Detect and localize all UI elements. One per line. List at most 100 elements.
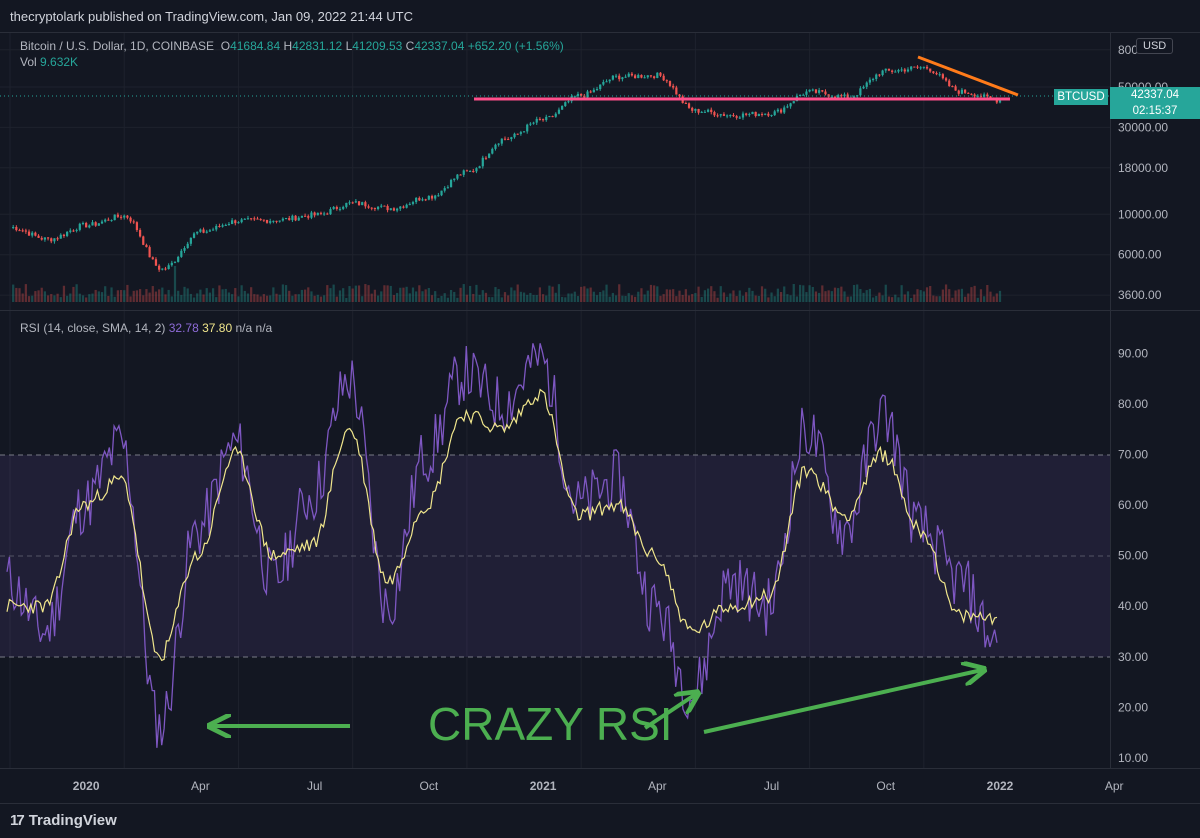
volume-bar: [910, 297, 913, 302]
candle-body: [668, 81, 672, 86]
candle-body: [27, 231, 31, 236]
candle-body: [138, 230, 142, 237]
volume-bar: [361, 296, 364, 302]
candle-body: [126, 215, 129, 218]
candle-body: [687, 103, 691, 108]
volume-bar: [938, 296, 941, 302]
candle-body: [564, 102, 567, 107]
volume-bar: [783, 286, 786, 302]
volume-bar: [979, 289, 983, 302]
candle-body: [66, 231, 69, 236]
candle-body: [932, 71, 935, 74]
candle-body: [691, 107, 694, 111]
candle-body: [167, 265, 170, 270]
candle-body: [881, 70, 884, 76]
volume-bar: [367, 285, 370, 302]
volume-bar: [935, 296, 938, 302]
candle-body: [519, 132, 522, 134]
volume-label[interactable]: Vol: [20, 55, 37, 69]
time-axis-label: 2022: [987, 779, 1014, 793]
candle-body: [46, 237, 50, 239]
volume-bar: [862, 292, 865, 302]
volume-bar: [913, 294, 916, 302]
candle-body: [662, 75, 665, 81]
volume-bar: [989, 291, 992, 302]
tradingview-logo[interactable]: 17 TradingView: [10, 812, 117, 829]
candle-body: [307, 216, 310, 218]
volume-bar: [535, 295, 538, 302]
candle-body: [119, 216, 123, 218]
candle-body: [113, 214, 116, 221]
candle-body: [97, 223, 100, 226]
candle-body: [557, 109, 561, 114]
candle-body: [856, 95, 859, 97]
rsi-tick-label: 60.00: [1118, 498, 1148, 512]
candle-body: [107, 219, 110, 221]
price-axis-ticks: 80000.0050000.0030000.0018000.0010000.00…: [1118, 43, 1168, 302]
volume-bar: [294, 294, 297, 302]
candle-body: [675, 87, 678, 95]
chart-area[interactable]: CRAZY RSI 80000.0050000.0030000.0018000.…: [0, 33, 1200, 803]
volume-bar: [818, 292, 821, 302]
candle-body: [871, 78, 875, 80]
price-tick-label: 10000.00: [1118, 207, 1168, 221]
candle-body: [335, 207, 338, 209]
candle-body: [618, 75, 621, 80]
candle-body: [472, 170, 475, 172]
chart-svg[interactable]: CRAZY RSI 80000.0050000.0030000.0018000.…: [0, 33, 1200, 803]
candle-body: [989, 96, 992, 99]
candle-body: [75, 229, 78, 231]
candle-body: [963, 89, 967, 93]
candle-body: [100, 221, 104, 224]
volume-bar: [50, 294, 53, 302]
candle-body: [443, 188, 446, 191]
volume-bar: [21, 293, 24, 302]
candle-body: [53, 238, 56, 242]
candle-body: [199, 229, 202, 232]
volume-bar: [811, 286, 814, 302]
volume-bar: [554, 292, 557, 302]
candle-body: [745, 113, 748, 115]
volume-bar: [62, 285, 66, 302]
candle-body: [465, 170, 469, 172]
rsi-label[interactable]: RSI (14, close, SMA, 14, 2): [20, 321, 166, 335]
candle-body: [538, 118, 542, 120]
candle-body: [859, 88, 862, 96]
volume-bar: [170, 296, 173, 302]
volume-bar: [453, 291, 456, 302]
candle-body: [189, 237, 192, 244]
volume-bar: [976, 297, 979, 302]
candle-body: [906, 69, 910, 72]
volume-bar: [351, 288, 354, 302]
candle-body: [808, 89, 811, 92]
volume-bar: [46, 295, 50, 302]
volume-bar: [494, 287, 497, 302]
candle-body: [135, 222, 139, 231]
currency-button[interactable]: USD: [1136, 38, 1174, 54]
volume-bar: [484, 292, 488, 302]
rsi-tick-label: 70.00: [1118, 448, 1148, 462]
volume-bar: [250, 287, 253, 302]
rsi-sma-line: [6, 388, 998, 662]
candle-body: [291, 215, 294, 221]
candle-body: [405, 204, 408, 208]
candle-body: [653, 76, 656, 78]
volume-bar: [970, 287, 973, 302]
candle-body: [468, 170, 472, 172]
candle-body: [621, 77, 624, 80]
downtrend-line[interactable]: [917, 55, 1019, 97]
volume-bar: [53, 295, 56, 302]
candle-body: [887, 68, 891, 71]
volume-bar: [376, 295, 380, 302]
candle-body: [583, 95, 586, 98]
volume-bar: [516, 284, 519, 302]
candle-body: [326, 213, 329, 215]
volume-bar: [43, 291, 47, 302]
tradingview-logo-icon: 17: [10, 812, 25, 829]
symbol-label[interactable]: Bitcoin / U.S. Dollar, 1D, COINBASE: [20, 39, 215, 53]
candle-body: [21, 230, 24, 232]
volume-bar: [421, 291, 424, 302]
volume-bar: [710, 286, 713, 302]
candle-body: [129, 217, 132, 222]
candle-body: [177, 256, 180, 262]
